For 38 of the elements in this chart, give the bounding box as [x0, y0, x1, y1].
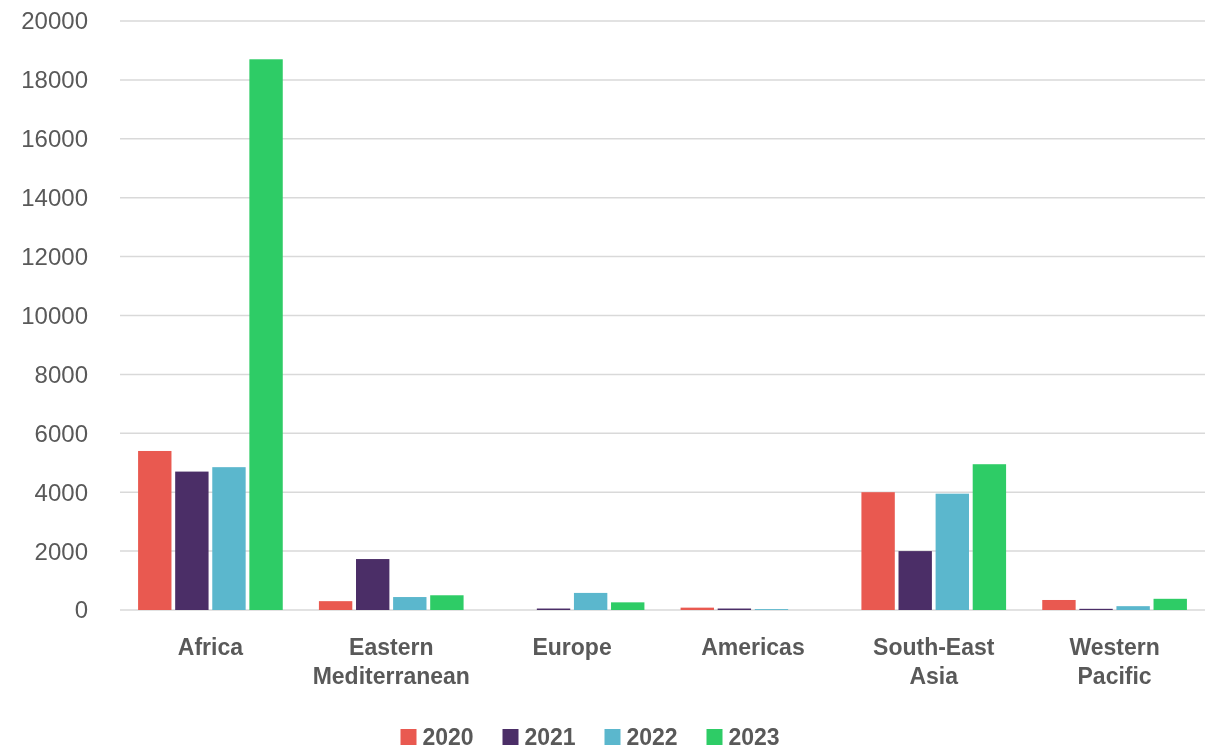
bar [430, 595, 464, 610]
bar [175, 471, 209, 610]
y-tick-label: 16000 [21, 125, 88, 153]
legend-label: 2020 [422, 724, 474, 751]
bar [356, 559, 390, 610]
bar [138, 450, 172, 610]
bar [318, 601, 353, 610]
bar [1042, 599, 1076, 610]
bar [898, 551, 932, 610]
y-tick-label: 6000 [34, 419, 88, 447]
x-tick-label: South-East Asia [873, 634, 995, 689]
legend-label: 2022 [626, 724, 678, 751]
legend-label: 2023 [728, 724, 780, 751]
y-tick-label: 4000 [34, 478, 88, 506]
y-tick-label: 14000 [21, 184, 88, 212]
bar [212, 467, 246, 610]
bar [935, 493, 969, 610]
bar [972, 464, 1007, 610]
y-tick-label: 0 [74, 596, 88, 624]
y-tick-label: 2000 [34, 537, 88, 565]
bar [249, 59, 283, 610]
y-tick-label: 18000 [21, 66, 88, 94]
x-tick-label: Africa [177, 634, 244, 660]
bar [1116, 606, 1150, 610]
bar [573, 592, 608, 610]
x-tick-label: Europe [532, 634, 612, 660]
x-tick-label: Eastern Mediterranean [312, 634, 470, 689]
y-tick-label: 10000 [21, 301, 88, 329]
bar [393, 597, 427, 610]
y-tick-label: 12000 [21, 243, 88, 270]
legend-label: 2021 [524, 724, 576, 751]
y-tick-label: 8000 [34, 360, 88, 388]
bar [861, 492, 895, 610]
bar [1153, 598, 1187, 610]
x-tick-label: Western Pacific [1069, 634, 1160, 689]
y-tick-label: 20000 [21, 7, 88, 35]
x-tick-label: Americas [701, 634, 805, 660]
bar [611, 602, 645, 610]
